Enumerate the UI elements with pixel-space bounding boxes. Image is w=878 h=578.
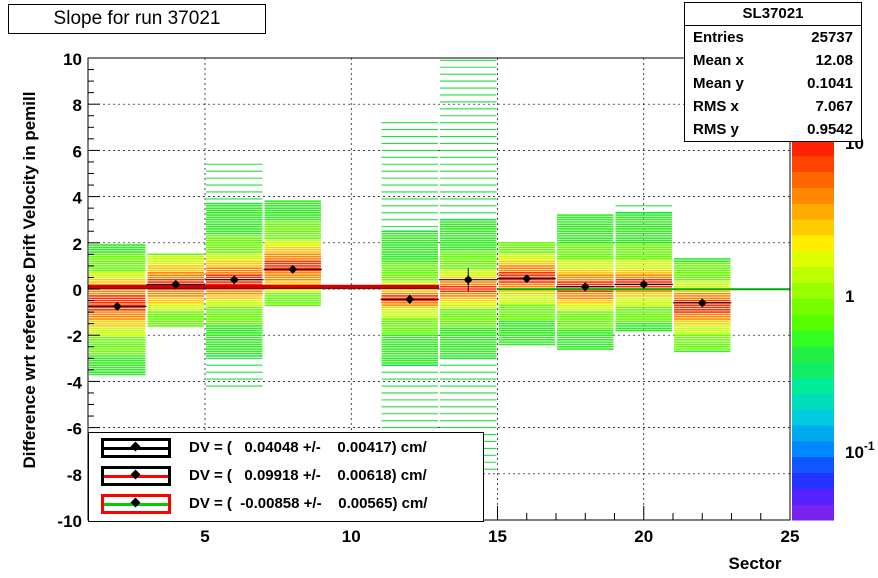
color-scale-cell — [792, 140, 834, 157]
x-axis-label: Sector — [728, 554, 782, 573]
y-tick-label: 10 — [63, 50, 82, 69]
color-scale-cell — [792, 456, 834, 473]
legend-symbol — [101, 494, 171, 514]
color-scale-cell — [792, 250, 834, 268]
color-scale-cell — [792, 345, 834, 363]
color-scale-cell — [792, 171, 834, 188]
legend-symbol — [101, 466, 171, 486]
x-tick-label: 10 — [342, 527, 361, 546]
chart-title: Slope for run 37021 — [8, 4, 266, 34]
heatmap-bands — [89, 59, 731, 470]
color-scale-cell — [792, 440, 834, 458]
stats-row: RMS x 7.067 — [693, 98, 853, 115]
legend-label: DV = ( 0.04048 +/- 0.00417) cm/ — [189, 439, 427, 456]
profile-point — [171, 279, 181, 289]
legend-label: DV = ( 0.09918 +/- 0.00618) cm/ — [189, 467, 427, 484]
color-scale-cell — [792, 488, 834, 505]
color-scale-cell — [792, 187, 834, 204]
color-scale-label: 1 — [845, 287, 854, 306]
profile-points — [88, 264, 732, 311]
color-scale-cell — [792, 266, 834, 283]
y-tick-label: 8 — [73, 96, 82, 115]
color-scale-cell — [792, 314, 834, 331]
legend-symbol — [101, 438, 171, 458]
profile-point — [463, 275, 473, 285]
stats-row: Entries 25737 — [693, 29, 853, 46]
profile-point — [639, 279, 649, 289]
color-scale-cell — [792, 393, 834, 410]
legend-entry: DV = ( 0.09918 +/- 0.00618) cm/ — [89, 464, 483, 490]
color-scale-cell — [792, 298, 834, 315]
fit-lines — [88, 284, 790, 291]
profile-point — [112, 301, 122, 311]
y-axis-label: Difference wrt reference Drift Velocity … — [20, 91, 39, 469]
y-tick-label: -10 — [57, 512, 82, 531]
legend: DV = ( 0.04048 +/- 0.00417) cm/ DV = ( 0… — [88, 432, 484, 522]
profile-point — [522, 274, 532, 284]
legend-entry: DV = ( -0.00858 +/- 0.00565) cm/ — [89, 492, 483, 518]
stats-title: SL37021 — [685, 3, 861, 26]
color-scale-cell — [792, 377, 834, 394]
legend-label: DV = ( -0.00858 +/- 0.00565) cm/ — [189, 495, 428, 512]
color-scale-cell — [792, 472, 834, 489]
y-tick-label: -8 — [67, 466, 82, 485]
stats-row: Mean y 0.1041 — [693, 75, 853, 92]
color-scale-cell — [792, 219, 834, 236]
y-tick-label: 6 — [73, 142, 82, 161]
legend-entry: DV = ( 0.04048 +/- 0.00417) cm/ — [89, 436, 483, 462]
profile-point — [405, 294, 415, 304]
profile-point — [580, 282, 590, 292]
x-tick-label: 15 — [488, 527, 507, 546]
stats-row: Mean x 12.08 — [693, 52, 853, 69]
y-tick-label: -2 — [67, 327, 82, 346]
stats-row: RMS y 0.9542 — [693, 121, 853, 138]
y-tick-label: -4 — [67, 373, 83, 392]
color-scale-cell — [792, 203, 834, 220]
color-scale-cell — [792, 361, 834, 378]
color-scale-cell — [792, 235, 834, 252]
color-scale-cell — [792, 282, 834, 299]
color-scale-cell — [792, 425, 834, 442]
x-tick-label: 25 — [781, 527, 800, 546]
color-scale-cell — [792, 409, 834, 426]
y-tick-label: 0 — [73, 281, 82, 300]
y-tick-label: -6 — [67, 420, 82, 439]
x-tick-label: 5 — [200, 527, 209, 546]
x-tick-label: 20 — [634, 527, 653, 546]
y-tick-label: 2 — [73, 235, 82, 254]
profile-point — [697, 298, 707, 308]
color-scale-cell — [792, 504, 834, 521]
profile-point — [229, 275, 239, 285]
color-scale-cell — [792, 155, 834, 173]
color-scale-label: 10-1 — [845, 439, 875, 462]
color-scale-cell — [792, 330, 834, 347]
y-tick-label: 4 — [73, 189, 83, 208]
profile-point — [288, 264, 298, 274]
axes: -10 -8 -6 -4 -2 0 2 4 6 8 10 5 10 15 20 25 — [57, 50, 799, 546]
